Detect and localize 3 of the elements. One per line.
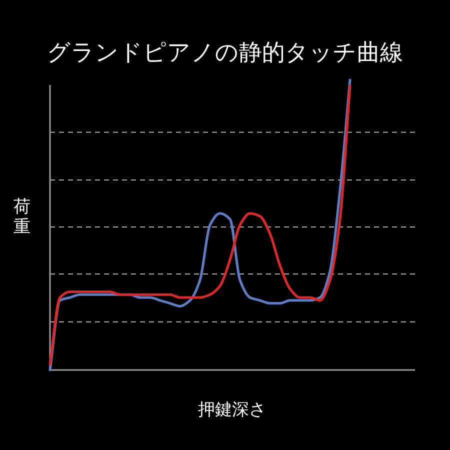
x-axis-title: 押鍵深さ	[198, 400, 266, 420]
chart-title: グランドピアノの静的タッチ曲線	[47, 40, 403, 66]
y-axis-title: 荷重	[14, 197, 30, 237]
